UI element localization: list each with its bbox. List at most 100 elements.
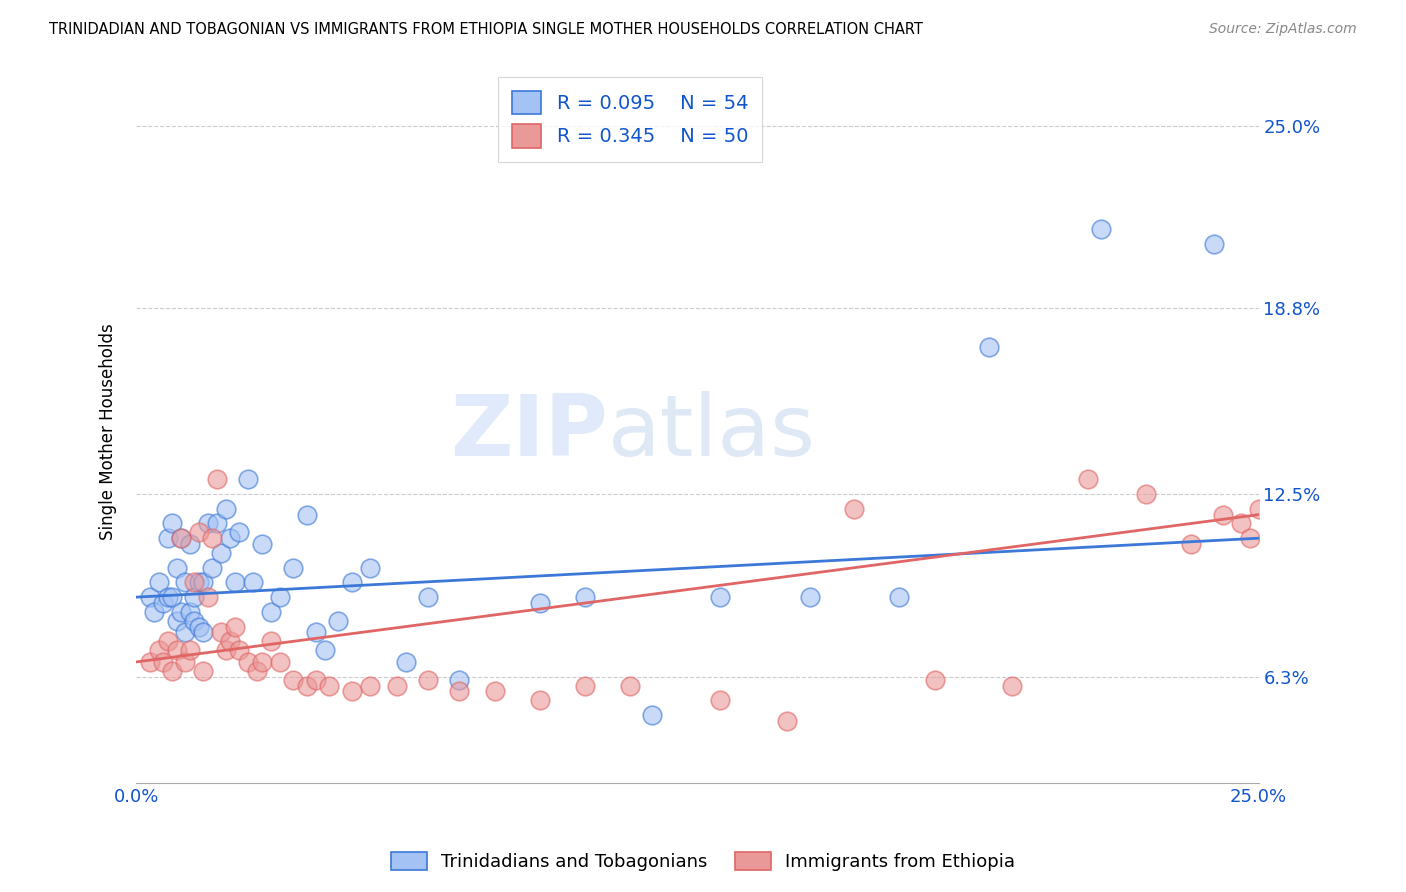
Point	[1135, 487, 1157, 501]
Point	[619, 679, 641, 693]
Point	[152, 655, 174, 669]
Point	[305, 625, 328, 640]
Point	[449, 673, 471, 687]
Point	[238, 655, 260, 669]
Point	[238, 472, 260, 486]
Point	[1180, 537, 1202, 551]
Point	[193, 575, 215, 590]
Point	[228, 643, 250, 657]
Point	[201, 560, 224, 574]
Point	[318, 679, 340, 693]
Point	[156, 590, 179, 604]
Point	[295, 679, 318, 693]
Point	[179, 643, 201, 657]
Point	[416, 673, 439, 687]
Y-axis label: Single Mother Households: Single Mother Households	[100, 324, 117, 541]
Point	[193, 625, 215, 640]
Point	[160, 516, 183, 531]
Point	[776, 714, 799, 728]
Point	[174, 575, 197, 590]
Point	[188, 619, 211, 633]
Legend: R = 0.095    N = 54, R = 0.345    N = 50: R = 0.095 N = 54, R = 0.345 N = 50	[498, 77, 762, 161]
Point	[385, 679, 408, 693]
Point	[205, 472, 228, 486]
Point	[269, 590, 291, 604]
Point	[314, 643, 336, 657]
Point	[148, 575, 170, 590]
Point	[574, 679, 596, 693]
Point	[394, 655, 416, 669]
Point	[260, 605, 283, 619]
Point	[224, 619, 246, 633]
Point	[166, 643, 188, 657]
Point	[166, 614, 188, 628]
Point	[183, 614, 205, 628]
Point	[170, 605, 193, 619]
Point	[197, 516, 219, 531]
Point	[188, 575, 211, 590]
Point	[305, 673, 328, 687]
Point	[283, 560, 305, 574]
Point	[183, 575, 205, 590]
Text: TRINIDADIAN AND TOBAGONIAN VS IMMIGRANTS FROM ETHIOPIA SINGLE MOTHER HOUSEHOLDS : TRINIDADIAN AND TOBAGONIAN VS IMMIGRANTS…	[49, 22, 924, 37]
Point	[1090, 221, 1112, 235]
Point	[889, 590, 911, 604]
Point	[416, 590, 439, 604]
Point	[143, 605, 166, 619]
Point	[152, 596, 174, 610]
Point	[205, 516, 228, 531]
Point	[484, 684, 506, 698]
Point	[201, 531, 224, 545]
Point	[1212, 508, 1234, 522]
Point	[209, 546, 232, 560]
Point	[844, 501, 866, 516]
Point	[924, 673, 946, 687]
Point	[228, 525, 250, 540]
Point	[188, 525, 211, 540]
Point	[242, 575, 264, 590]
Point	[166, 560, 188, 574]
Point	[574, 590, 596, 604]
Point	[1202, 236, 1225, 251]
Point	[529, 596, 551, 610]
Point	[295, 508, 318, 522]
Point	[170, 531, 193, 545]
Point	[197, 590, 219, 604]
Point	[156, 634, 179, 648]
Point	[156, 531, 179, 545]
Point	[260, 634, 283, 648]
Point	[340, 575, 363, 590]
Point	[193, 664, 215, 678]
Point	[224, 575, 246, 590]
Text: atlas: atlas	[607, 391, 815, 474]
Point	[160, 590, 183, 604]
Point	[215, 643, 238, 657]
Point	[641, 708, 664, 723]
Point	[183, 590, 205, 604]
Point	[269, 655, 291, 669]
Point	[979, 340, 1001, 354]
Point	[160, 664, 183, 678]
Point	[449, 684, 471, 698]
Point	[529, 693, 551, 707]
Text: ZIP: ZIP	[450, 391, 607, 474]
Point	[1229, 516, 1251, 531]
Point	[174, 655, 197, 669]
Point	[1077, 472, 1099, 486]
Text: Source: ZipAtlas.com: Source: ZipAtlas.com	[1209, 22, 1357, 37]
Point	[359, 679, 381, 693]
Legend: Trinidadians and Tobagonians, Immigrants from Ethiopia: Trinidadians and Tobagonians, Immigrants…	[384, 845, 1022, 879]
Point	[179, 605, 201, 619]
Point	[138, 590, 160, 604]
Point	[219, 634, 242, 648]
Point	[359, 560, 381, 574]
Point	[709, 693, 731, 707]
Point	[250, 537, 273, 551]
Point	[1001, 679, 1024, 693]
Point	[799, 590, 821, 604]
Point	[215, 501, 238, 516]
Point	[340, 684, 363, 698]
Point	[246, 664, 269, 678]
Point	[1239, 531, 1261, 545]
Point	[328, 614, 350, 628]
